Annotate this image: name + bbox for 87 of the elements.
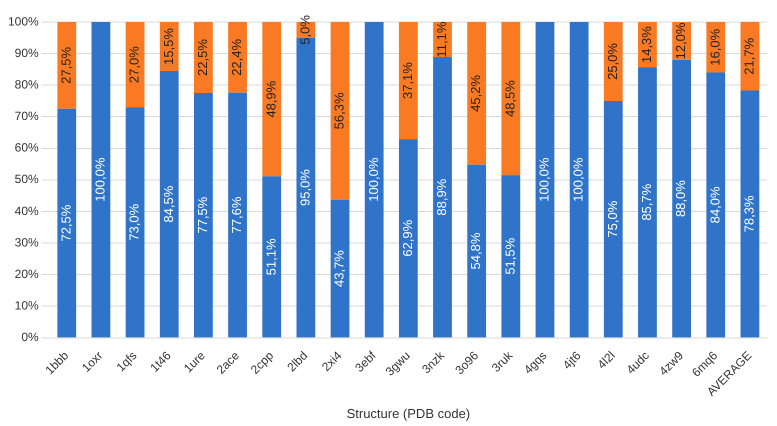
data-label: 14,3% xyxy=(639,26,654,64)
data-label: 27,5% xyxy=(58,46,74,84)
bar xyxy=(126,107,144,338)
bar xyxy=(330,22,350,200)
bar xyxy=(194,93,213,338)
bar xyxy=(501,22,520,176)
bar xyxy=(604,100,623,338)
bar xyxy=(501,175,520,338)
x-tick-label: 4jt6 xyxy=(560,348,584,372)
data-label: 75,0% xyxy=(604,200,620,238)
y-tick-label: 100% xyxy=(8,14,40,28)
data-label: 95,0% xyxy=(297,168,312,206)
y-tick-label: 30% xyxy=(14,235,40,250)
data-label: 84,0% xyxy=(707,186,722,224)
bar xyxy=(228,92,247,338)
data-label: 62,9% xyxy=(400,219,415,257)
bar xyxy=(194,22,213,94)
x-tick-label: 3ruk xyxy=(488,348,516,375)
data-label: 85,7% xyxy=(639,183,654,221)
data-label: 54,8% xyxy=(468,232,484,270)
y-tick-label: 70% xyxy=(14,109,40,124)
bar xyxy=(706,72,726,338)
bar xyxy=(160,70,179,338)
bar xyxy=(467,22,486,165)
bar xyxy=(330,200,350,338)
bar xyxy=(92,22,110,338)
data-label: 100,0% xyxy=(366,157,381,202)
data-label: 15,5% xyxy=(160,28,176,65)
data-label: 51,5% xyxy=(502,237,518,275)
bar xyxy=(228,22,247,93)
bar xyxy=(126,22,144,108)
data-label: 78,3% xyxy=(742,195,756,232)
data-label: 88,0% xyxy=(673,180,688,218)
bar xyxy=(740,22,760,91)
data-label: 25,0% xyxy=(604,42,620,80)
data-label: 45,2% xyxy=(468,74,484,112)
x-tick-label: 1qfs xyxy=(114,348,140,374)
y-tick-label: 90% xyxy=(14,46,40,60)
data-label: 48,9% xyxy=(263,80,278,118)
data-label: 77,5% xyxy=(194,196,210,234)
bar xyxy=(740,90,760,338)
bar xyxy=(57,22,76,109)
y-tick-label: 10% xyxy=(14,298,40,313)
data-label: 84,5% xyxy=(160,185,176,223)
bar xyxy=(570,22,589,338)
bar xyxy=(433,57,452,338)
data-label: 16,0% xyxy=(707,28,722,66)
data-label: 56,3% xyxy=(332,92,347,130)
y-tick-label: 20% xyxy=(14,266,40,281)
bar xyxy=(398,22,418,140)
data-label: 43,7% xyxy=(332,250,347,287)
x-tick-label: 1oxr xyxy=(78,348,106,375)
data-label: 73,0% xyxy=(126,203,142,241)
data-label: 100,0% xyxy=(536,157,552,202)
data-label: 27,0% xyxy=(126,46,142,84)
data-label: 12,0% xyxy=(673,22,688,60)
bar xyxy=(364,22,384,338)
data-label: 100,0% xyxy=(570,157,586,202)
data-label: 48,5% xyxy=(502,80,518,118)
x-tick-label: 4l2l xyxy=(594,348,618,372)
bar xyxy=(398,139,418,338)
data-label: 77,6% xyxy=(229,196,244,234)
data-label: 88,9% xyxy=(434,178,450,216)
data-label: 11,1% xyxy=(434,21,450,58)
y-tick-label: 80% xyxy=(14,77,40,92)
data-label: 22,5% xyxy=(194,38,210,76)
y-tick-label: 60% xyxy=(14,140,40,155)
data-label: 37,1% xyxy=(400,62,415,100)
data-label: 72,5% xyxy=(58,204,74,242)
y-tick-label: 0% xyxy=(21,330,40,344)
bar xyxy=(262,176,282,338)
x-axis-title: Structure (PDB code) xyxy=(346,406,470,421)
x-tick-label: 1ure xyxy=(180,348,208,376)
data-label: 21,7% xyxy=(742,37,756,75)
y-tick-label: 40% xyxy=(14,204,40,218)
data-label: 5,0% xyxy=(297,14,312,45)
bar xyxy=(536,22,554,338)
data-label: 100,0% xyxy=(92,157,108,202)
x-tick-label: 2xi4 xyxy=(319,348,345,374)
data-label: 51,1% xyxy=(263,238,278,276)
y-tick-label: 50% xyxy=(14,172,40,186)
data-label: 22,4% xyxy=(229,38,244,76)
bar xyxy=(262,22,282,176)
bar xyxy=(672,60,691,338)
bar xyxy=(57,108,76,338)
bar xyxy=(467,164,486,338)
bar xyxy=(638,67,657,338)
